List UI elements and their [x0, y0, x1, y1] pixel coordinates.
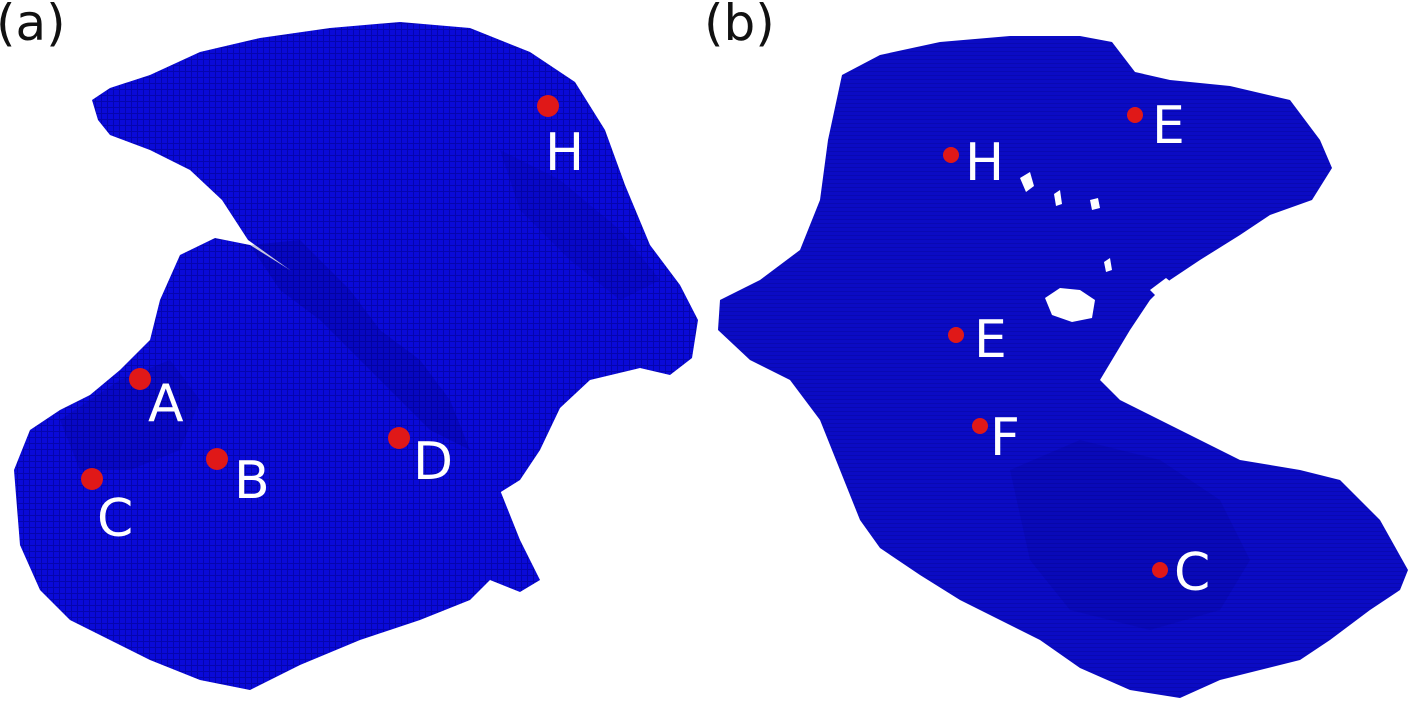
marker-c — [81, 468, 103, 490]
panel-a: (a) H A B C D — [0, 0, 698, 690]
marker-c — [1152, 562, 1168, 578]
marker-d-label: D — [413, 432, 453, 492]
panel-a-mesh — [14, 22, 698, 690]
panel-b-markers: E H E F C — [943, 96, 1210, 603]
marker-e-upper-label: E — [1152, 96, 1185, 156]
marker-f-label: F — [990, 408, 1020, 468]
marker-f — [972, 418, 988, 434]
marker-a-label: A — [148, 374, 184, 434]
panel-b: (b) E H E F C — [704, 0, 1408, 698]
marker-h — [537, 95, 559, 117]
panel-b-mesh — [718, 36, 1408, 698]
marker-h-label: H — [545, 123, 584, 183]
marker-e-upper — [1127, 107, 1143, 123]
marker-e-lower — [948, 327, 964, 343]
marker-d — [388, 427, 410, 449]
panel-a-label: (a) — [0, 0, 66, 52]
marker-b — [206, 448, 228, 470]
marker-h — [943, 147, 959, 163]
marker-e-lower-label: E — [974, 310, 1007, 370]
marker-c-label: C — [1174, 543, 1210, 603]
marker-c-label: C — [97, 489, 133, 549]
marker-a — [129, 368, 151, 390]
marker-h-label: H — [965, 133, 1004, 193]
marker-b-label: B — [234, 451, 270, 511]
panel-b-label: (b) — [704, 0, 775, 52]
panel-a-markers: H A B C D — [81, 95, 584, 549]
